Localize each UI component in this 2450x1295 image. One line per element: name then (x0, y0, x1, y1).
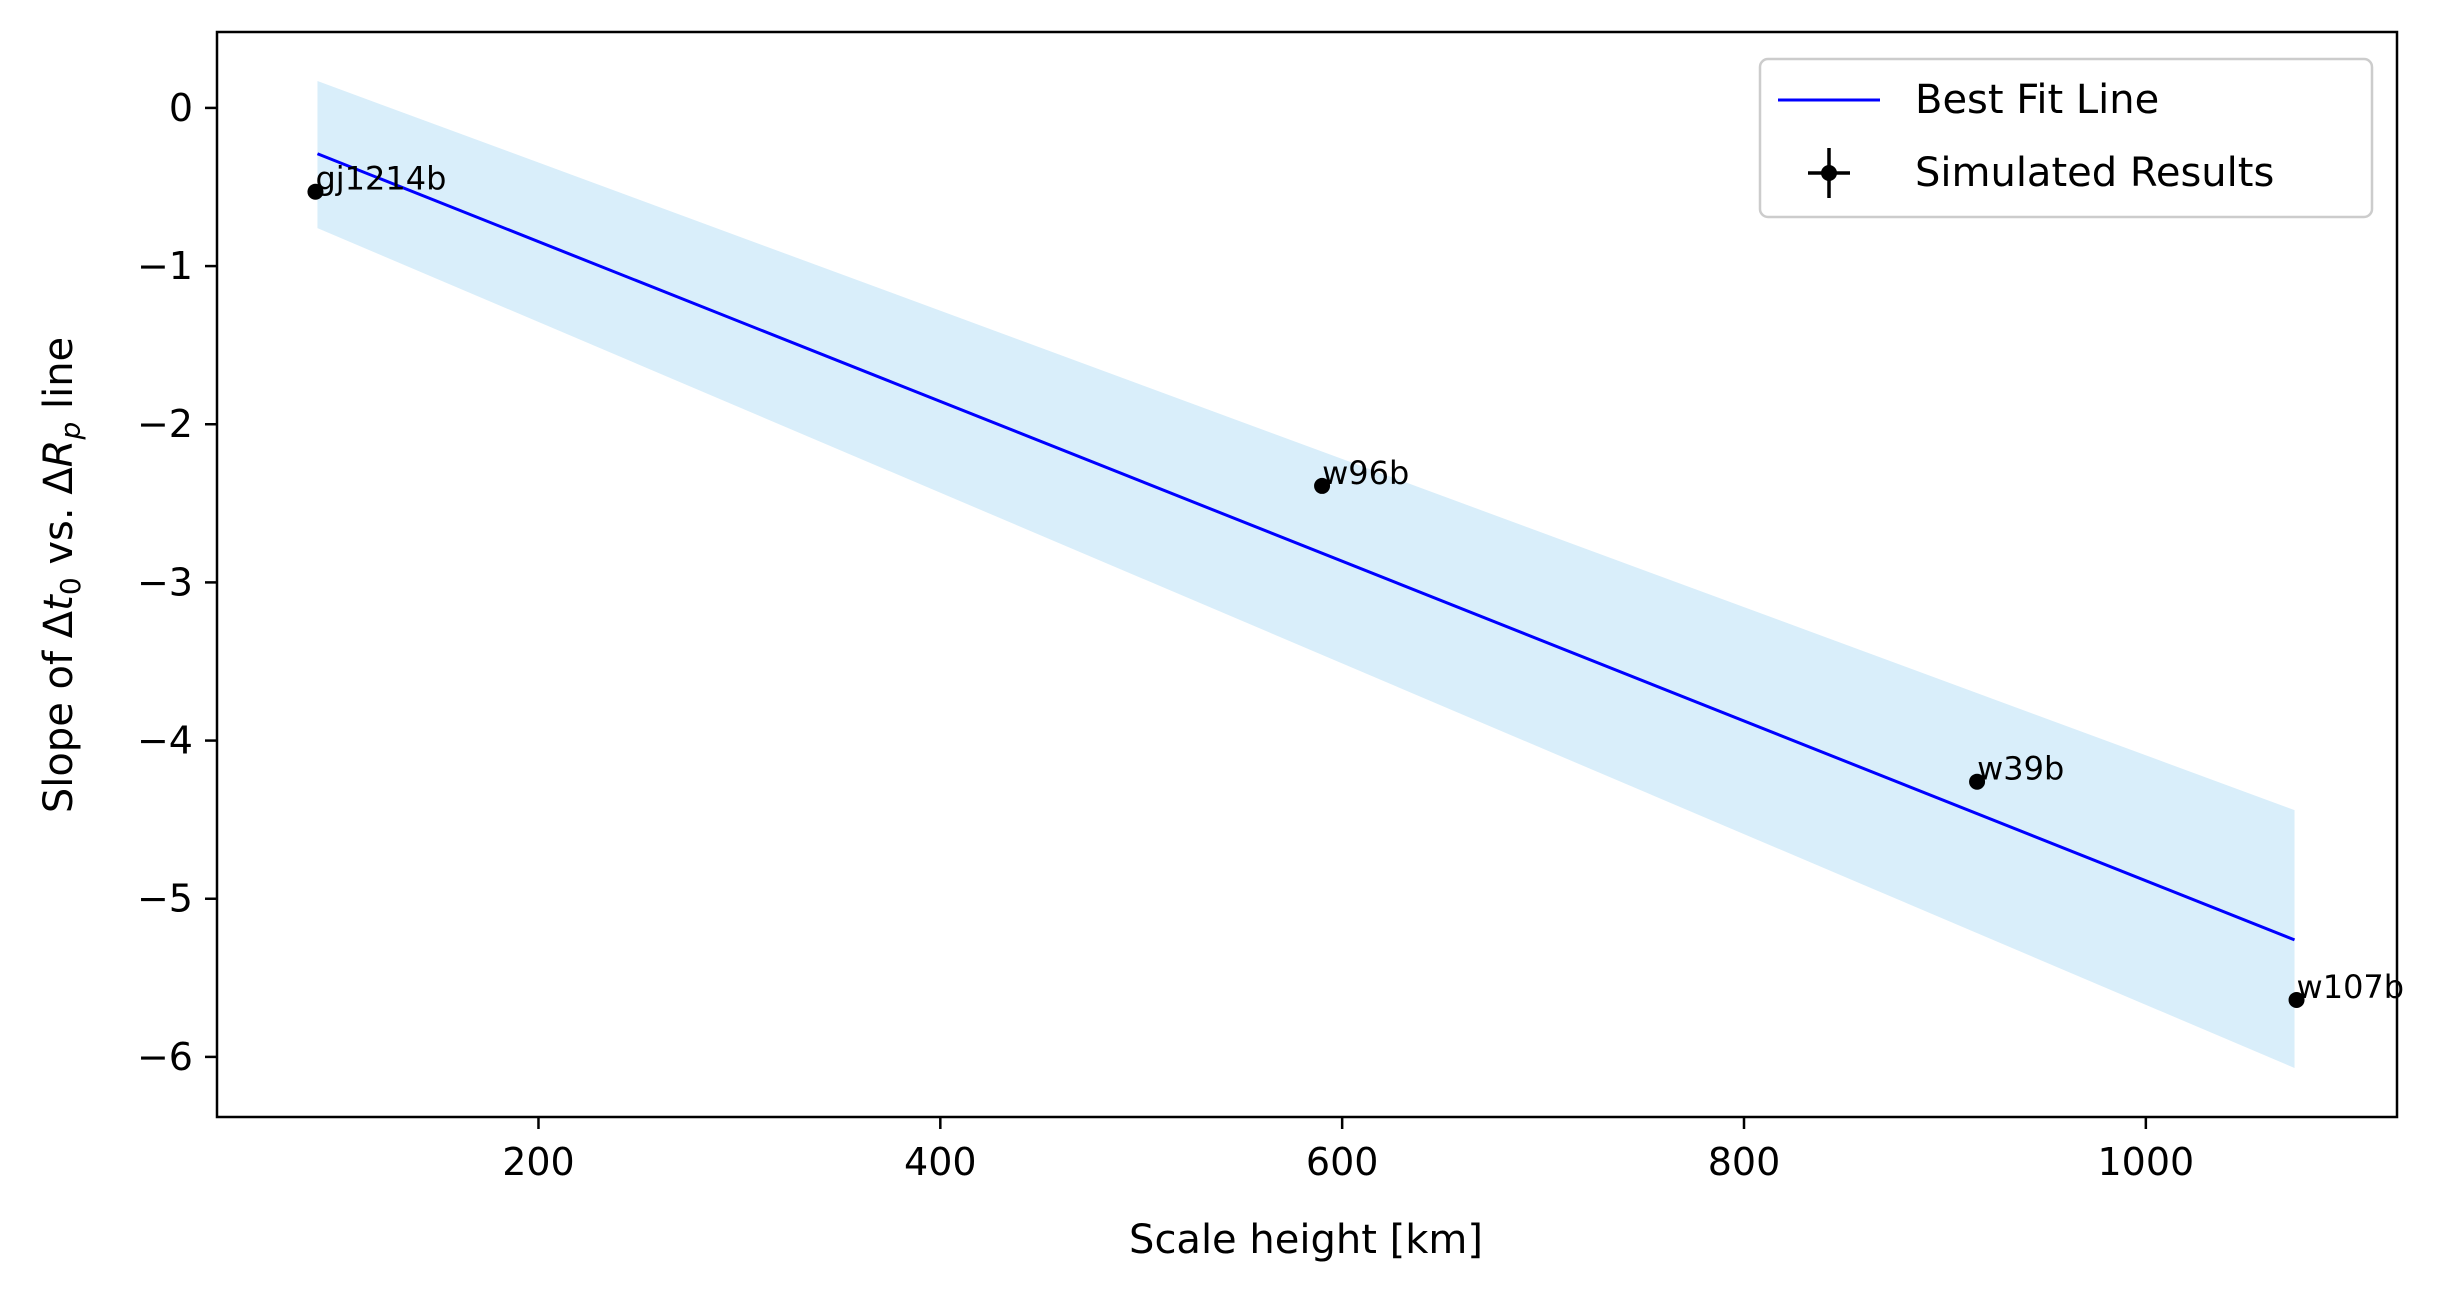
legend-label-simulated: Simulated Results (1915, 150, 2274, 196)
point-label-w96b: w96b (1322, 454, 1409, 492)
point-label-w107b: w107b (2297, 968, 2405, 1006)
data-point-w39b (1969, 773, 1986, 790)
confidence-band-layer (317, 81, 2295, 1068)
y-axis-label-suffix: line (36, 337, 82, 422)
y-tick-label: −3 (137, 560, 193, 604)
legend-marker-simulated (1808, 148, 1850, 198)
axes (215, 30, 2399, 1119)
x-tick-label: 600 (1306, 1140, 1379, 1184)
y-axis-label-mid: vs. Δ (36, 467, 82, 578)
y-tick-label: −4 (137, 719, 193, 763)
y-axis-label-r-sub: p (54, 422, 87, 441)
data-point-gj1214b (307, 183, 324, 200)
x-tick-label: 200 (502, 1140, 575, 1184)
legend-label-best-fit: Best Fit Line (1915, 77, 2159, 123)
plot-frame (215, 30, 2399, 1119)
best-fit-line-layer (316, 152, 2296, 942)
x-axis-label: Scale height [km] (1129, 1217, 1483, 1263)
point-label-w39b: w39b (1977, 750, 2064, 788)
x-tick-label: 800 (1708, 1140, 1781, 1184)
legend-frame (1758, 57, 2374, 219)
y-tick-label: −1 (137, 244, 193, 288)
data-points-layer: gj1214b w96b w39b w107b (307, 160, 2404, 1008)
point-label-gj1214b: gj1214b (315, 160, 446, 198)
confidence-band (317, 81, 2295, 1068)
best-fit-line (316, 152, 2296, 942)
x-tick-label: 400 (904, 1140, 977, 1184)
ticks: 200 400 600 800 1000 0 −1 −2 −3 −4 −5 −6 (137, 86, 2194, 1184)
y-tick-label: 0 (169, 86, 193, 130)
x-tick-label: 1000 (2097, 1140, 2194, 1184)
data-point-w107b (2288, 991, 2305, 1008)
y-axis-label-r: R (36, 440, 82, 468)
y-tick-label: −6 (137, 1035, 193, 1079)
legend: Best Fit Line Simulated Results (1758, 57, 2374, 219)
y-axis-label-t: t (36, 594, 82, 611)
y-tick-label: −2 (137, 402, 193, 446)
y-axis-label-t-sub: 0 (54, 577, 87, 595)
y-axis-label-prefix: Slope of Δ (36, 610, 82, 813)
data-point-w96b (1314, 477, 1331, 494)
y-tick-label: −5 (137, 877, 193, 921)
y-axis-label: Slope of Δt0 vs. ΔRp line (36, 337, 87, 813)
